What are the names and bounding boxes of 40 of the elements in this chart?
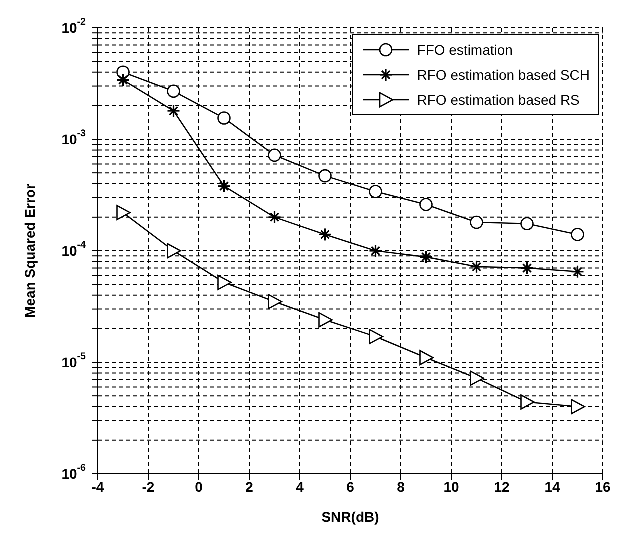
point: [420, 350, 434, 366]
point: [268, 294, 282, 310]
point: [268, 148, 282, 162]
y-tick-label: 10$^{-5}$: [62, 352, 87, 370]
x-tick-label: 12: [494, 478, 510, 495]
x-tick-label: 4: [296, 478, 304, 495]
point: [420, 198, 433, 212]
point: [470, 216, 484, 230]
y-axis-title: Mean Squared Error: [22, 184, 38, 318]
x-tick-label: -2: [142, 478, 155, 495]
point: [571, 399, 586, 415]
point: [167, 84, 180, 98]
legend-label: FFO estimation: [417, 42, 513, 58]
x-tick-label: 0: [195, 478, 204, 495]
point: [318, 312, 333, 328]
point: [369, 185, 382, 198]
point: [218, 112, 231, 125]
x-axis-title: SNR(dB): [322, 509, 380, 525]
legend-label: RFO estimation based SCH: [417, 66, 590, 82]
point: [218, 275, 232, 290]
x-tick-label: 2: [246, 478, 254, 495]
point: [167, 243, 182, 259]
point: [470, 370, 484, 386]
x-tick-label: -4: [92, 478, 104, 495]
point: [318, 169, 332, 183]
x-tick-label: 8: [397, 478, 406, 495]
x-tick-label: 6: [346, 478, 355, 495]
x-tick-label: 10: [444, 478, 460, 495]
y-tick-label: 10$^{-4}$: [62, 240, 87, 259]
point: [520, 217, 534, 231]
point: [369, 329, 384, 344]
point: [571, 228, 584, 242]
point: [116, 205, 131, 220]
y-tick-label: 10$^{-6}$: [62, 463, 87, 482]
y-tick-label: 10$^{-3}$: [62, 128, 87, 148]
point: [520, 394, 535, 410]
y-tick-label: 10$^{-2}$: [62, 17, 87, 36]
x-tick-label: 16: [595, 478, 611, 495]
x-tick-label: 14: [544, 478, 560, 495]
legend-label: RFO estimation based RS: [417, 92, 580, 108]
